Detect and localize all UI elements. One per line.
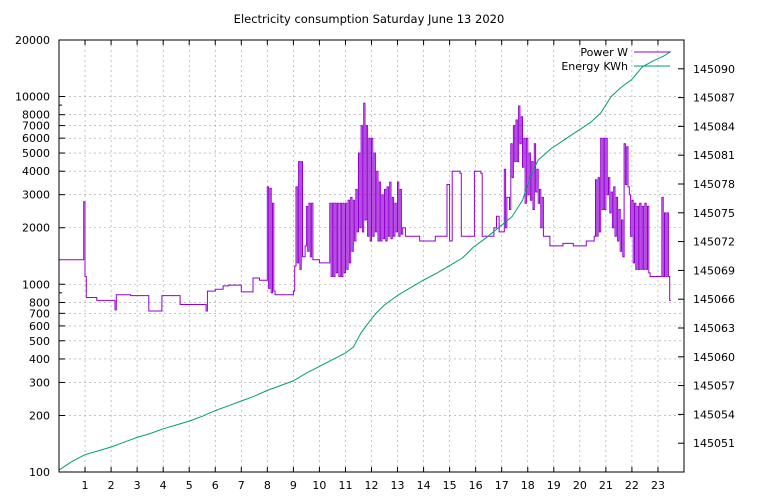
y-tick-label: 10000 (15, 91, 50, 104)
x-tick-label: 4 (160, 479, 167, 492)
x-tick-label: 13 (391, 479, 405, 492)
y-tick-label: 700 (29, 307, 50, 320)
y2-tick-label: 145072 (693, 236, 735, 249)
chart-title: Electricity consumption Saturday June 13… (234, 12, 505, 26)
y-tick-label: 100 (29, 466, 50, 479)
y2-tick-label: 145057 (693, 380, 735, 393)
x-tick-label: 12 (365, 479, 379, 492)
y-tick-label: 20000 (15, 34, 50, 47)
y-tick-label: 300 (29, 376, 50, 389)
y2-tick-label: 145069 (693, 264, 735, 277)
y-tick-label: 200 (29, 409, 50, 422)
y2-tick-label: 145084 (693, 120, 735, 133)
x-tick-label: 1 (82, 479, 89, 492)
x-tick-label: 10 (312, 479, 326, 492)
x-tick-label: 15 (443, 479, 457, 492)
y-tick-label: 1000 (22, 278, 50, 291)
x-tick-label: 22 (625, 479, 639, 492)
power-line (59, 102, 671, 312)
x-tick-label: 2 (108, 479, 115, 492)
x-tick-label: 11 (338, 479, 352, 492)
y-tick-label: 500 (29, 335, 50, 348)
grid (59, 40, 684, 472)
y2-tick-label: 145063 (693, 322, 735, 335)
y-tick-label: 6000 (22, 132, 50, 145)
y-tick-label: 800 (29, 296, 50, 309)
y2-tick-label: 145060 (693, 351, 735, 364)
y-tick-label: 5000 (22, 147, 50, 160)
y-tick-label: 4000 (22, 165, 50, 178)
x-tick-label: 21 (599, 479, 613, 492)
y2-tick-label: 145051 (693, 437, 735, 450)
series-group (58, 51, 672, 471)
x-tick-label: 23 (651, 479, 665, 492)
x-tick-label: 17 (495, 479, 509, 492)
x-tick-label: 5 (186, 479, 193, 492)
x-tick-label: 6 (212, 479, 219, 492)
x-tick-label: 9 (290, 479, 297, 492)
x-tick-label: 20 (573, 479, 587, 492)
ticks: 1 2 3 4 5 6 7 8 9 10 11 12 13 14 15 16 17 18 19 20 21 22 23100… (15, 34, 735, 492)
legend-label: Power W (580, 46, 628, 59)
y-tick-label: 400 (29, 353, 50, 366)
y2-tick-label: 145054 (693, 408, 735, 421)
energy-line (58, 51, 672, 471)
legend-label: Energy KWh (561, 60, 628, 73)
y2-tick-label: 145075 (693, 207, 735, 220)
y2-tick-label: 145078 (693, 178, 735, 191)
x-tick-label: 18 (521, 479, 535, 492)
x-tick-label: 19 (547, 479, 561, 492)
x-tick-label: 16 (469, 479, 483, 492)
x-tick-label: 3 (134, 479, 141, 492)
x-tick-label: 14 (417, 479, 431, 492)
y-tick-label: 8000 (22, 109, 50, 122)
y-tick-label: 2000 (22, 222, 50, 235)
y-tick-label: 3000 (22, 189, 50, 202)
x-tick-label: 7 (238, 479, 245, 492)
y2-tick-label: 145087 (693, 92, 735, 105)
y2-tick-label: 145066 (693, 293, 735, 306)
y-tick-label: 600 (29, 320, 50, 333)
y2-tick-label: 145090 (693, 63, 735, 76)
y2-tick-label: 145081 (693, 149, 735, 162)
x-tick-label: 8 (264, 479, 271, 492)
y-tick-label: 7000 (22, 120, 50, 133)
